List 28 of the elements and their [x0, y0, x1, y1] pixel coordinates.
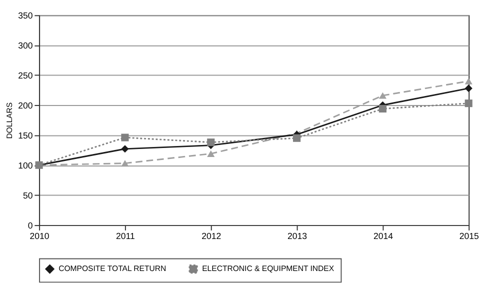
point — [378, 92, 386, 99]
point — [464, 100, 472, 108]
x-tick-label: 2012 — [202, 231, 222, 242]
point — [207, 150, 215, 157]
x-tick-label: 2010 — [30, 231, 50, 242]
y-tick-label: 250 — [18, 70, 33, 81]
x-tick-label: 2013 — [288, 231, 308, 242]
y-tick-label: 300 — [18, 40, 33, 51]
point — [464, 84, 472, 92]
point — [207, 138, 215, 146]
y-tick-label: 150 — [18, 130, 33, 141]
point — [293, 134, 301, 142]
point — [121, 145, 129, 153]
y-tick-label: 200 — [18, 100, 33, 111]
y-tick-label: 350 — [18, 10, 33, 21]
x-tick-label: 2014 — [373, 231, 394, 242]
point — [464, 78, 472, 84]
point — [121, 134, 129, 142]
y-tick-label: 100 — [18, 160, 33, 171]
y-tick-label: 50 — [22, 190, 33, 200]
y-axis-title: DOLLARS — [5, 102, 14, 139]
y-tick-label: 0 — [28, 220, 33, 230]
point — [121, 160, 129, 167]
legend-label: COMPOSITE TOTAL RETURN — [58, 264, 166, 274]
x-tick-label: 2011 — [116, 231, 135, 242]
legend-label: ELECTRONIC & EQUIPMENT INDEX — [202, 264, 335, 274]
x-tick-label: 2015 — [459, 231, 479, 242]
point — [378, 104, 386, 113]
